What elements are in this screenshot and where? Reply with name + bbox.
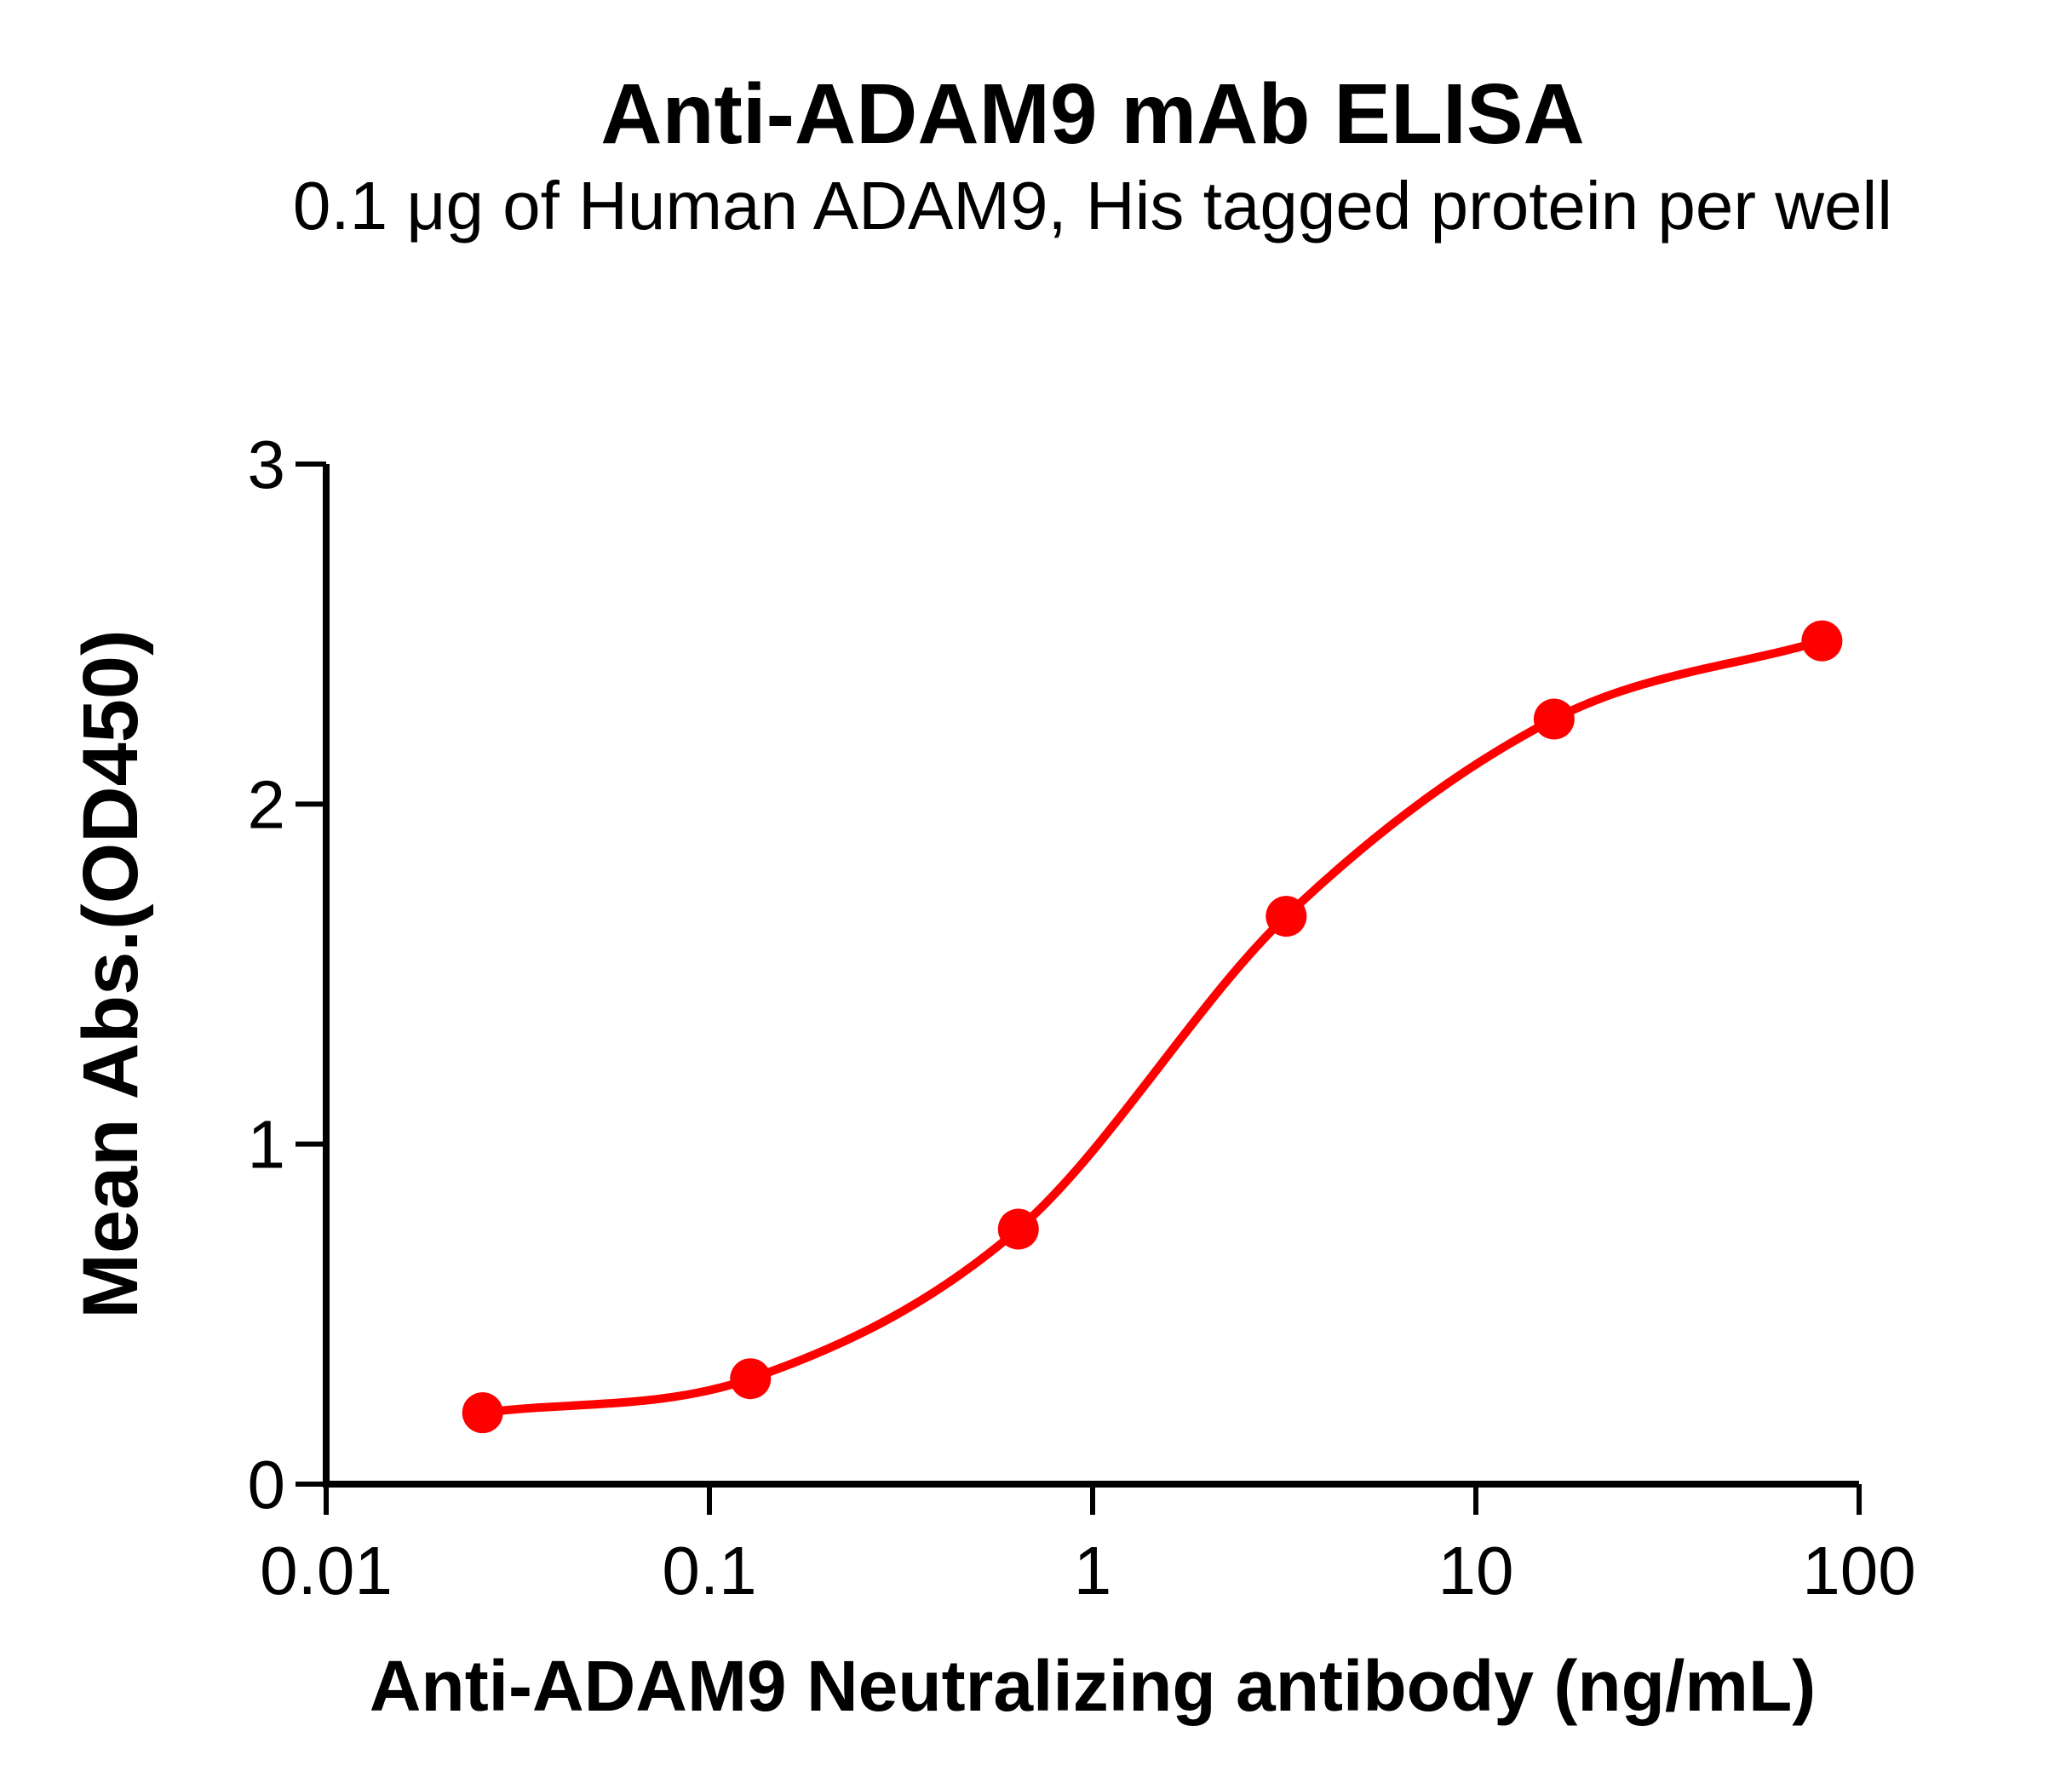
y-tick-label: 3 (248, 427, 286, 502)
x-tick-label: 0.01 (260, 1533, 393, 1608)
y-tick-label: 1 (248, 1107, 286, 1183)
x-tick-label: 100 (1802, 1533, 1915, 1608)
data-point (462, 1392, 503, 1434)
chart-subtitle: 0.1 μg of Human ADAM9, His tagged protei… (292, 168, 1893, 244)
data-point (1533, 698, 1575, 740)
data-point (997, 1208, 1039, 1250)
x-tick-label: 1 (1074, 1533, 1112, 1608)
axis-spines (323, 464, 1859, 1488)
x-axis-label: Anti-ADAM9 Neutralizing antibody (ng/mL) (369, 1646, 1817, 1726)
data-point (1801, 620, 1843, 662)
data-point (1266, 896, 1307, 937)
chart-title: Anti-ADAM9 mAb ELISA (600, 66, 1585, 162)
fit-curve (478, 636, 1827, 1418)
x-tick-label: 0.1 (662, 1533, 756, 1608)
y-tick-label: 2 (248, 766, 286, 842)
y-tick-label: 0 (248, 1447, 286, 1522)
x-tick-label: 10 (1438, 1533, 1514, 1608)
data-point (730, 1358, 772, 1400)
